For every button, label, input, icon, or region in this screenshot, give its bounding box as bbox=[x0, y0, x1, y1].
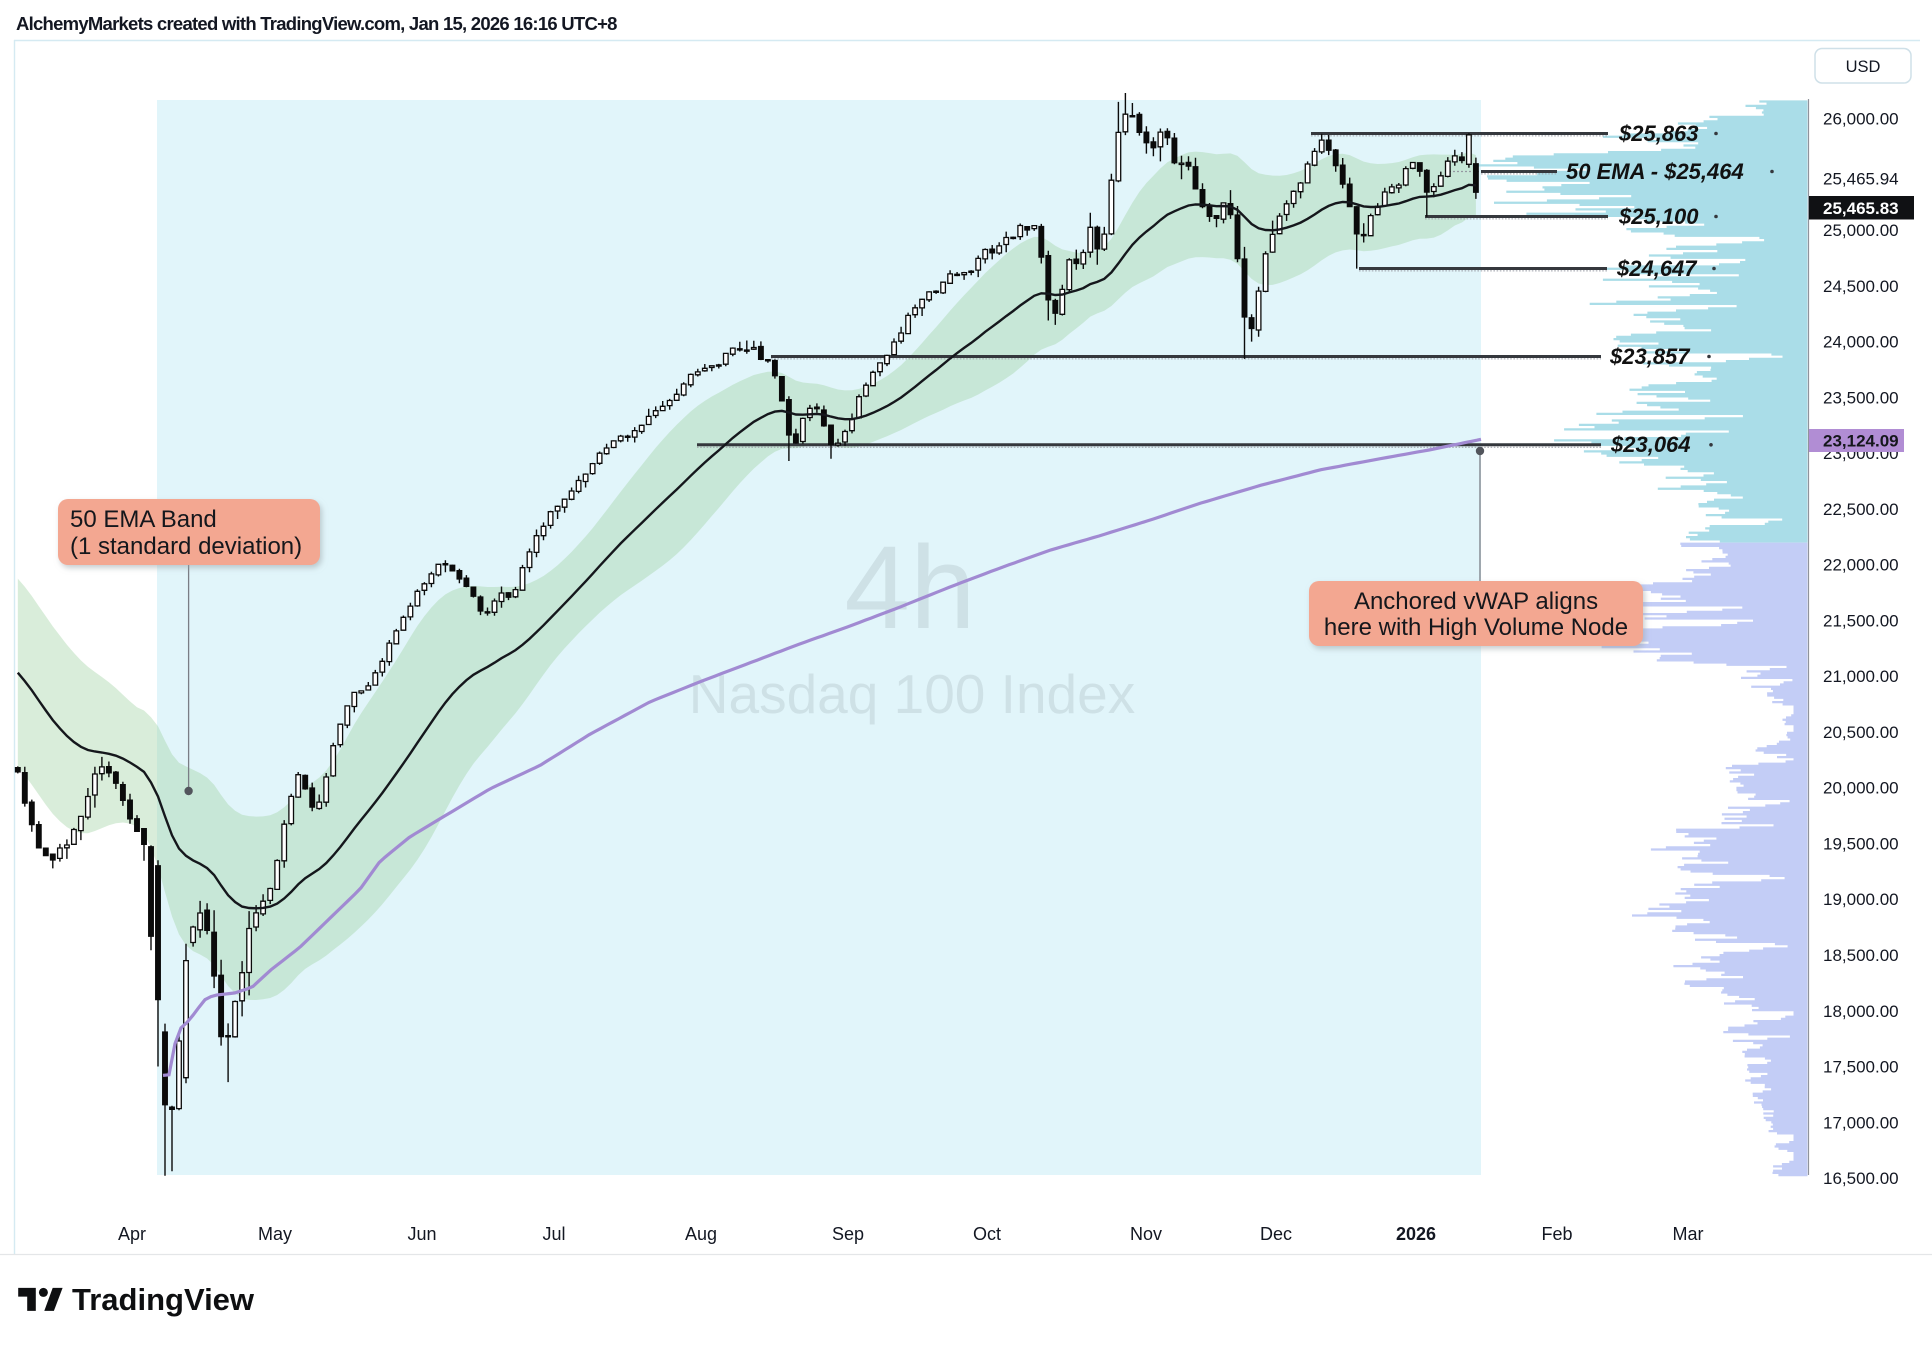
svg-text:24,500.00: 24,500.00 bbox=[1823, 277, 1899, 296]
svg-text:$25,100: $25,100 bbox=[1618, 204, 1699, 229]
svg-text:20,000.00: 20,000.00 bbox=[1823, 779, 1899, 798]
svg-text:Nasdaq 100 Index: Nasdaq 100 Index bbox=[689, 663, 1135, 725]
svg-text:23,124.09: 23,124.09 bbox=[1823, 432, 1899, 451]
svg-text:AlchemyMarkets created with Tr: AlchemyMarkets created with TradingView.… bbox=[16, 13, 617, 34]
svg-text:$23,064: $23,064 bbox=[1610, 432, 1691, 457]
svg-text:17,000.00: 17,000.00 bbox=[1823, 1113, 1899, 1132]
svg-text:21,500.00: 21,500.00 bbox=[1823, 611, 1899, 630]
svg-text:4h: 4h bbox=[844, 522, 975, 654]
svg-text:19,500.00: 19,500.00 bbox=[1823, 835, 1899, 854]
svg-text:50 EMA Band: 50 EMA Band bbox=[70, 506, 217, 533]
svg-text:$24,647: $24,647 bbox=[1616, 256, 1698, 281]
svg-text:50 EMA - $25,464: 50 EMA - $25,464 bbox=[1566, 159, 1744, 184]
svg-text:20,500.00: 20,500.00 bbox=[1823, 723, 1899, 742]
svg-text:19,000.00: 19,000.00 bbox=[1823, 890, 1899, 909]
svg-text:24,000.00: 24,000.00 bbox=[1823, 333, 1899, 352]
svg-text:17,500.00: 17,500.00 bbox=[1823, 1058, 1899, 1077]
svg-text:Oct: Oct bbox=[973, 1224, 1001, 1244]
svg-text:Dec: Dec bbox=[1260, 1224, 1292, 1244]
svg-text:23,500.00: 23,500.00 bbox=[1823, 388, 1899, 407]
svg-text:25,000.00: 25,000.00 bbox=[1823, 221, 1899, 240]
svg-text:$25,863: $25,863 bbox=[1618, 121, 1699, 146]
svg-text:25,465.83: 25,465.83 bbox=[1823, 199, 1899, 218]
svg-text:Apr: Apr bbox=[118, 1224, 146, 1244]
svg-text:Aug: Aug bbox=[685, 1224, 717, 1244]
svg-text:22,500.00: 22,500.00 bbox=[1823, 500, 1899, 519]
svg-text:26,000.00: 26,000.00 bbox=[1823, 110, 1899, 129]
svg-text:25,465.94: 25,465.94 bbox=[1823, 170, 1899, 189]
svg-text:18,500.00: 18,500.00 bbox=[1823, 946, 1899, 965]
svg-text:Jul: Jul bbox=[542, 1224, 565, 1244]
svg-text:16,500.00: 16,500.00 bbox=[1823, 1169, 1899, 1188]
svg-text:May: May bbox=[258, 1224, 292, 1244]
svg-text:$23,857: $23,857 bbox=[1609, 344, 1691, 369]
svg-text:Nov: Nov bbox=[1130, 1224, 1162, 1244]
svg-text:TradingView: TradingView bbox=[72, 1282, 255, 1317]
svg-text:(1 standard deviation): (1 standard deviation) bbox=[70, 533, 302, 560]
svg-text:22,000.00: 22,000.00 bbox=[1823, 556, 1899, 575]
svg-text:21,000.00: 21,000.00 bbox=[1823, 667, 1899, 686]
svg-text:18,000.00: 18,000.00 bbox=[1823, 1002, 1899, 1021]
svg-text:Mar: Mar bbox=[1673, 1224, 1704, 1244]
svg-text:USD: USD bbox=[1846, 58, 1881, 76]
svg-text:Jun: Jun bbox=[407, 1224, 436, 1244]
svg-text:here with High Volume Node: here with High Volume Node bbox=[1324, 614, 1628, 641]
svg-text:Anchored vWAP aligns: Anchored vWAP aligns bbox=[1354, 588, 1598, 615]
svg-text:Sep: Sep bbox=[832, 1224, 864, 1244]
svg-text:Feb: Feb bbox=[1541, 1224, 1572, 1244]
svg-text:2026: 2026 bbox=[1396, 1224, 1436, 1244]
